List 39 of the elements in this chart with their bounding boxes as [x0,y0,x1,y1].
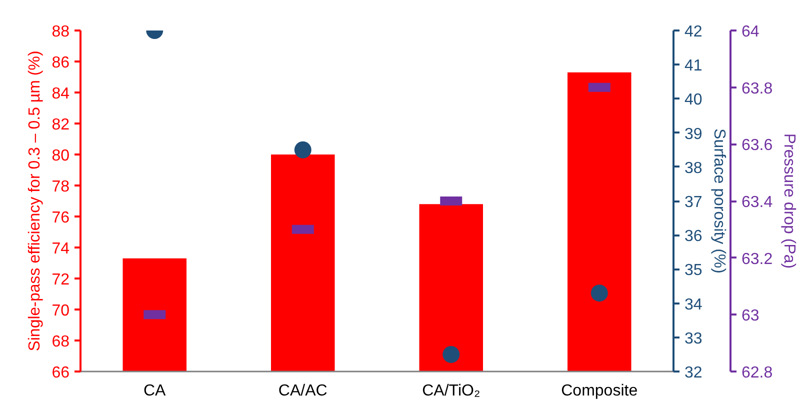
y-tick-label: 70 [52,302,70,320]
y-tick-label: 84 [52,86,70,102]
y3-tick-label: 62.8 [742,364,773,382]
y2-tick-label: 40 [684,92,702,109]
y2-tick-label: 36 [684,228,702,246]
y3-tick-label: 63.2 [742,250,773,268]
x-tick-label: CA/TiO₂ [422,382,480,400]
x-tick-label: Composite [561,382,638,400]
y3-tick-label: 63.4 [742,194,773,211]
y2-tick-label: 32 [684,364,702,382]
y2-tick-label: 33 [684,330,702,348]
point [590,284,608,302]
y-tick-label: 78 [52,178,70,196]
y3-tick-label: 63.8 [742,80,773,98]
y2-axis-title: Surface porosity (%) [710,128,728,274]
y2-tick-label: 38 [684,160,702,177]
y2-tick-label: 41 [684,58,702,75]
y-tick-label: 80 [52,148,70,164]
y3-tick-label: 63.6 [742,137,773,154]
y2-tick-label: 39 [684,126,702,143]
y2-tick-label: 35 [684,262,702,280]
y-tick-label: 88 [52,24,70,40]
y-tick-label: 86 [52,54,70,72]
y3-tick-label: 64 [742,24,760,40]
y2-tick-label: 37 [684,194,702,211]
x-tick-label: CA [144,382,166,400]
point [442,346,460,363]
y2-tick-label: 42 [684,24,702,40]
y-tick-label: 66 [52,364,70,382]
y2-tick-label: 34 [684,296,702,314]
y3-axis-title: Pressure drop (Pa) [780,133,798,269]
y-tick-label: 76 [52,210,70,226]
x-tick-label: CA/AC [278,382,328,400]
y-tick-label: 74 [52,240,70,258]
y-tick-label: 68 [52,334,70,350]
y3-tick-label: 63 [742,308,760,325]
y-tick-label: 82 [52,116,70,134]
y-axis-title: Single-pass efficiency for 0.3 – 0.5 µm (%) [26,50,44,352]
y-tick-label: 72 [52,272,70,288]
